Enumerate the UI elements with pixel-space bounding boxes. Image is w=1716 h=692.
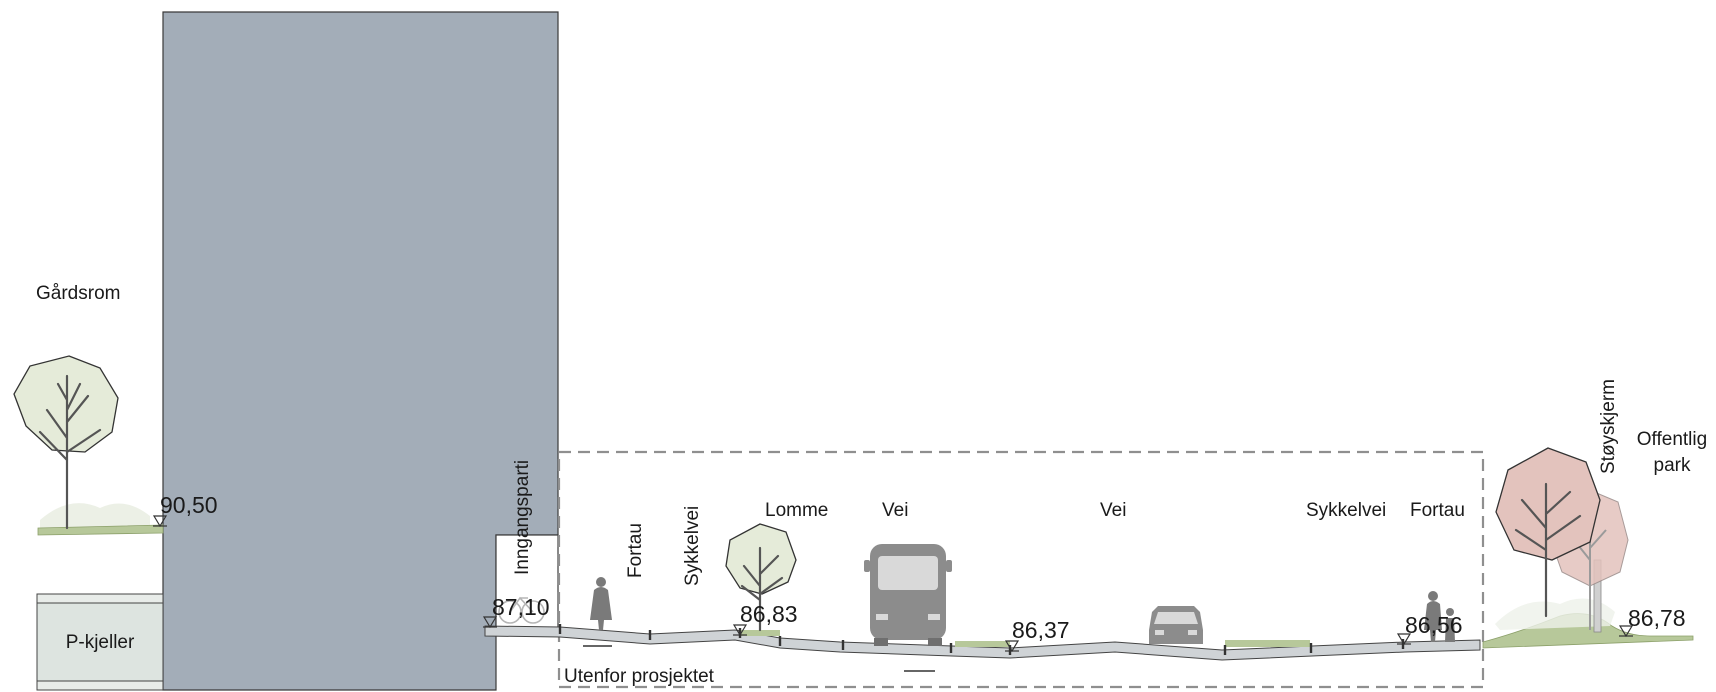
- offentlig-park-label-line2: park: [1654, 455, 1691, 476]
- bus-icon: [864, 544, 952, 646]
- elevation-courtyard: 90,50: [160, 492, 218, 518]
- p-kjeller-label: P-kjeller: [66, 632, 135, 653]
- courtyard: 90,50 Gårdsrom: [13, 283, 218, 536]
- gardsrom-label: Gårdsrom: [36, 283, 120, 304]
- elevation-entrance: 87,10: [492, 594, 550, 620]
- sykkelvei-left-label: Sykkelvei: [682, 506, 703, 586]
- elevation-park: 86,78: [1628, 605, 1686, 631]
- elevation-marker-icon: [482, 616, 498, 629]
- park-ground: [1482, 598, 1694, 649]
- project-boundary: [557, 450, 1485, 689]
- entrance-area: 87,10 Inngangsparti: [482, 460, 550, 629]
- tree-icon: [13, 355, 119, 530]
- elevation-marker-icon: [1618, 625, 1634, 638]
- inngangsparti-label: Inngangsparti: [512, 460, 533, 575]
- elevation-lomme: 86,83: [740, 601, 798, 627]
- elevation-marker-icon: [732, 624, 748, 637]
- elevation-marker-icon: [152, 515, 168, 528]
- elevation-marker-icon: [1396, 633, 1412, 646]
- pedestrian-icon: [1424, 591, 1455, 642]
- fortau-left-label: Fortau: [625, 523, 646, 578]
- offentlig-park-label-line1: Offentlig: [1637, 429, 1707, 450]
- car-icon: [1149, 606, 1203, 644]
- lomme-label: Lomme: [765, 500, 828, 521]
- tree-icon: [1495, 447, 1601, 618]
- tree-icon: [725, 523, 797, 632]
- bicycle-icon: [498, 596, 545, 624]
- vei-right-label: Vei: [1100, 500, 1126, 521]
- sykkelvei-right-label: Sykkelvei: [1306, 500, 1386, 521]
- stoyskjerm-label: Støyskjerm: [1598, 379, 1619, 474]
- fortau-right-label: Fortau: [1410, 500, 1465, 521]
- vei-left-label: Vei: [882, 500, 908, 521]
- street-ground-profile: [484, 624, 1481, 672]
- parking-basement: P-kjeller: [36, 593, 164, 691]
- utenfor-prosjektet-label: Utenfor prosjektet: [564, 666, 715, 687]
- elevation-marker-icon: [1004, 640, 1020, 653]
- building: [162, 11, 559, 691]
- elevation-sidewalk-right: 86,56: [1405, 612, 1463, 638]
- pedestrian-icon: [590, 577, 612, 630]
- elevation-road: 86,37: [1012, 617, 1070, 643]
